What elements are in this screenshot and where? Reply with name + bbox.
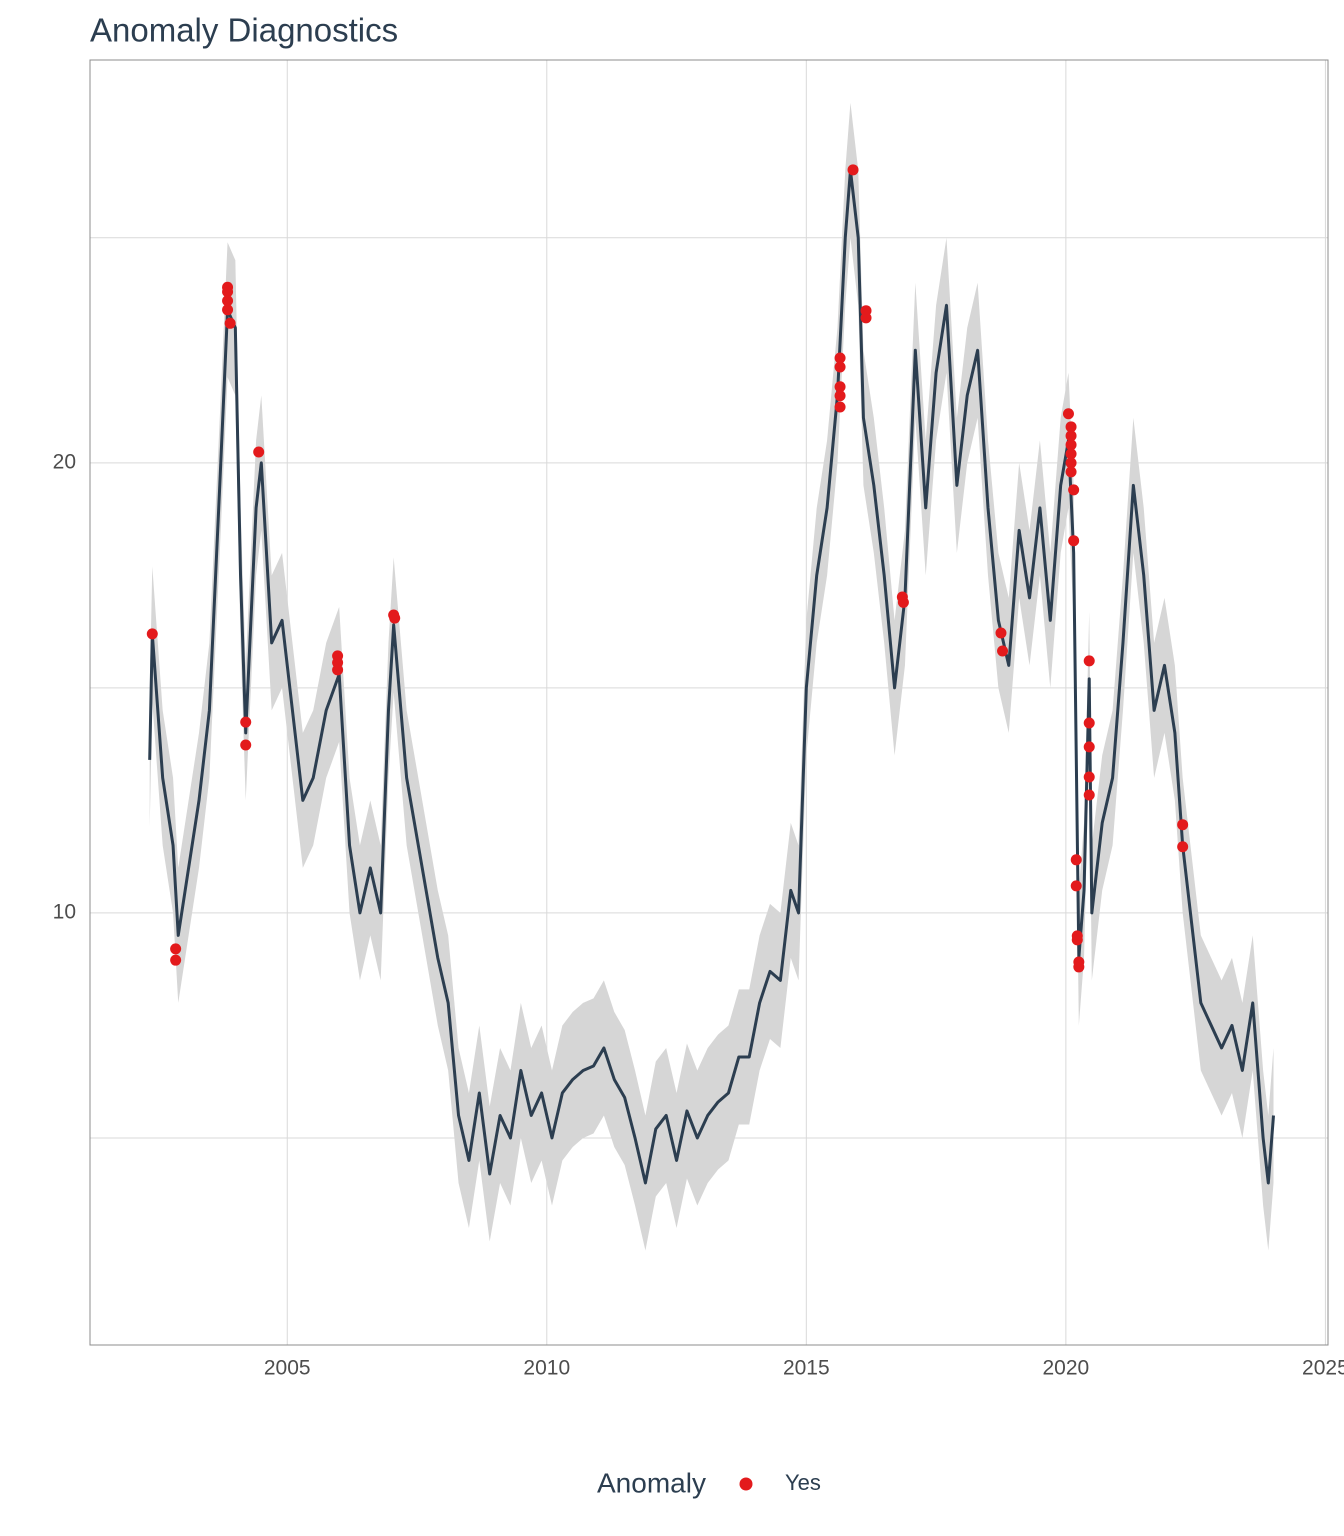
anomaly-point: [1083, 741, 1095, 753]
anomaly-point: [1177, 841, 1189, 853]
anomaly-point: [1068, 535, 1080, 547]
legend-title: Anomaly: [597, 1467, 706, 1498]
x-tick-label: 2015: [783, 1357, 830, 1380]
anomaly-point: [222, 295, 234, 307]
anomaly-point: [1083, 717, 1095, 729]
anomaly-point: [860, 312, 872, 324]
anomaly-point: [834, 390, 846, 402]
anomaly-point: [170, 943, 182, 955]
chart-title: Anomaly Diagnostics: [90, 12, 398, 49]
anomaly-point: [997, 645, 1009, 657]
anomaly-point: [1073, 961, 1085, 973]
anomaly-point: [897, 596, 909, 608]
anomaly-point: [1065, 466, 1077, 478]
anomaly-point: [1083, 789, 1095, 801]
anomaly-point: [1062, 408, 1074, 420]
anomaly-point: [847, 164, 859, 176]
anomaly-point: [146, 628, 158, 640]
anomaly-point: [1083, 771, 1095, 783]
anomaly-point: [1065, 439, 1077, 451]
band: [149, 102, 1274, 1251]
anomaly-point: [389, 612, 401, 624]
anomaly-point: [1068, 484, 1080, 496]
anomaly-point: [1070, 854, 1082, 866]
x-tick-label: 2010: [523, 1357, 570, 1380]
anomaly-point: [834, 361, 846, 373]
anomaly-point: [1177, 819, 1189, 831]
anomaly-point: [1071, 934, 1083, 946]
anomaly-point: [1065, 421, 1077, 433]
y-tick-label: 10: [53, 900, 76, 923]
anomaly-point: [834, 401, 846, 413]
anomaly-point: [332, 664, 344, 676]
x-tick-label: 2005: [264, 1357, 311, 1380]
anomaly-point: [1065, 448, 1077, 460]
anomaly-point: [240, 739, 252, 751]
anomaly-point: [170, 954, 182, 966]
anomaly-point: [222, 286, 234, 298]
plot-area: 10 20 2005 2010 2015 2020 2025: [53, 59, 1344, 1380]
legend-label: Yes: [785, 1470, 821, 1495]
y-tick-label: 20: [53, 450, 76, 473]
anomaly-point: [834, 352, 846, 364]
x-tick-label: 2020: [1043, 1357, 1090, 1380]
anomaly-point: [1083, 655, 1095, 667]
anomaly-point: [222, 304, 234, 316]
x-tick-label: 2025: [1302, 1357, 1344, 1380]
anomaly-point: [253, 446, 265, 458]
anomaly-point: [240, 716, 252, 728]
anomaly-point: [1065, 430, 1077, 442]
anomaly-point: [834, 381, 846, 393]
legend-marker: [739, 1477, 753, 1491]
plot-border: [89, 59, 1329, 1346]
anomaly-point: [224, 317, 236, 329]
anomaly-point: [1065, 457, 1077, 469]
anomaly-point: [995, 627, 1007, 639]
anomaly-point: [1070, 880, 1082, 892]
